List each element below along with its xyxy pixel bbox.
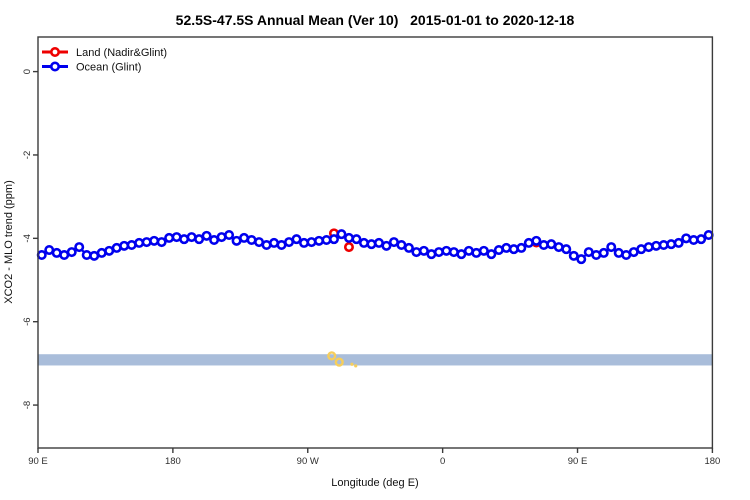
ocean-point [643, 242, 654, 253]
ocean-point [516, 242, 527, 253]
ocean-point [418, 245, 429, 256]
ocean-point [576, 254, 587, 265]
ocean-point [351, 234, 362, 245]
ocean-point [291, 234, 302, 245]
ocean-point [501, 242, 512, 253]
ocean-point [343, 232, 354, 243]
ocean-point [358, 237, 369, 248]
land-point [343, 242, 354, 253]
ocean-point [531, 235, 542, 246]
ocean-point [366, 239, 377, 250]
ocean-point [508, 244, 519, 255]
ocean-point [411, 247, 422, 258]
ocean-point [336, 229, 347, 240]
x-tick-label: 90 E [568, 456, 588, 467]
ocean-point [666, 239, 677, 250]
y-tick-label: -2 [22, 151, 33, 159]
ocean-point [36, 250, 47, 261]
ocean-point [441, 245, 452, 256]
ocean-point [201, 230, 212, 241]
ocean-point [224, 229, 235, 240]
flagged-point [354, 364, 358, 368]
ocean-point [149, 235, 160, 246]
legend-marker [49, 61, 60, 72]
flagged-point [350, 362, 354, 366]
uncertainty-band [38, 354, 713, 366]
flagged-point [327, 351, 337, 361]
ocean-point [486, 249, 497, 260]
x-axis-title: Longitude (deg E) [331, 477, 418, 489]
ocean-point [456, 249, 467, 260]
legend-item: Ocean (Glint) [42, 61, 141, 74]
ocean-point [673, 237, 684, 248]
data-series-layer [36, 228, 714, 265]
x-tick-label: 180 [165, 456, 181, 467]
ocean-point [403, 242, 414, 253]
y-tick-label: -4 [22, 234, 33, 242]
y-axis-title: XCO2 - MLO trend (ppm) [3, 180, 15, 303]
legend-marker [49, 46, 60, 57]
ocean-point [433, 247, 444, 258]
ocean-point [306, 237, 317, 248]
legend-item: Land (Nadir&Glint) [42, 46, 167, 59]
ocean-point [568, 250, 579, 261]
y-tick-label: -6 [22, 317, 33, 325]
x-tick-label: 90 E [28, 456, 48, 467]
plot-frame [37, 36, 714, 449]
ocean-point [66, 247, 77, 258]
legend-label: Land (Nadir&Glint) [76, 47, 167, 59]
ocean-point [598, 247, 609, 258]
uncertainty-band-layer [38, 354, 713, 366]
ocean-point [561, 244, 572, 255]
ocean-point [381, 240, 392, 251]
ocean-point [703, 229, 714, 240]
ocean-point [696, 234, 707, 245]
legend-label: Ocean (Glint) [76, 62, 141, 74]
ocean-point [328, 234, 339, 245]
ocean-point [74, 242, 85, 253]
x-tick-label: 0 [440, 456, 445, 467]
flagged-point [334, 357, 344, 367]
ocean-point [156, 237, 167, 248]
y-tick-label: 0 [22, 69, 33, 74]
ocean-point [478, 245, 489, 256]
legend: Land (Nadir&Glint) Ocean (Glint) [42, 46, 167, 74]
ocean-point [606, 242, 617, 253]
x-tick-label: 180 [704, 456, 720, 467]
x-tick-label: 90 W [297, 456, 319, 467]
flagged-points-layer [327, 351, 358, 368]
ocean-point [141, 237, 152, 248]
y-tick-label: -8 [22, 401, 33, 409]
chart-title: 52.5S-47.5S Annual Mean (Ver 10) 2015-01… [176, 12, 575, 28]
ocean-point [194, 234, 205, 245]
axes-layer: 90 E 180 90 W 0 90 E 180 0 -2 -4 -6 -8 [22, 69, 720, 467]
